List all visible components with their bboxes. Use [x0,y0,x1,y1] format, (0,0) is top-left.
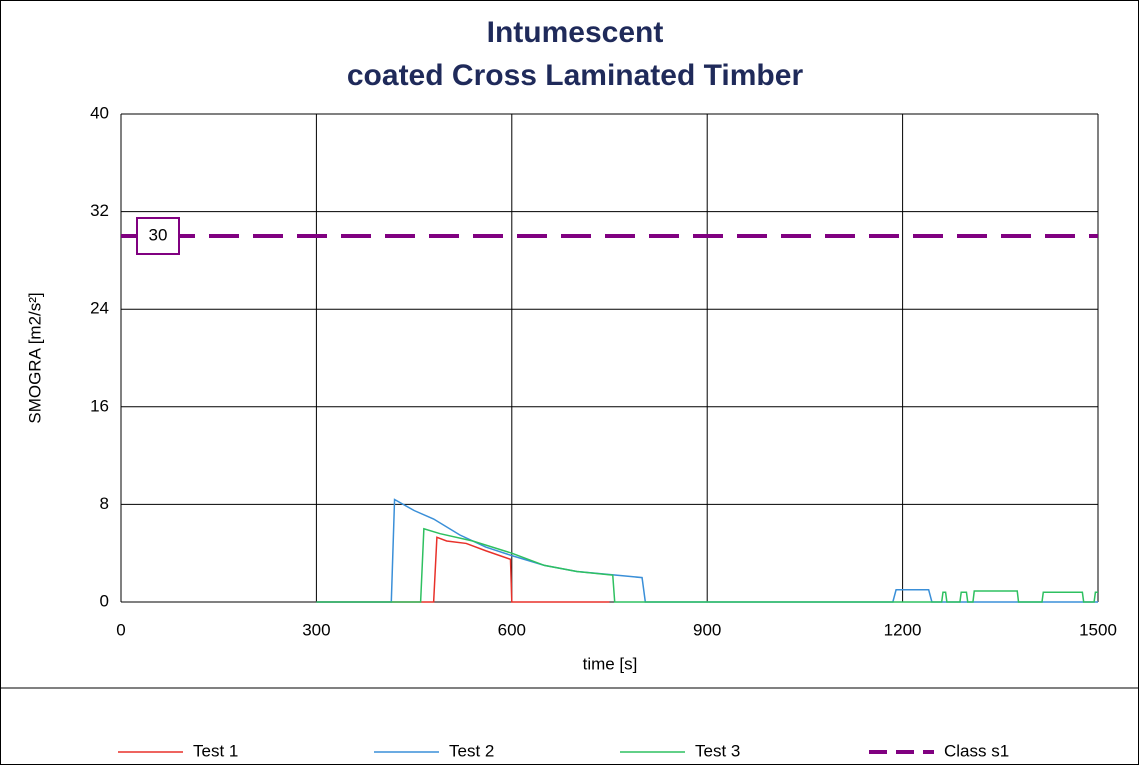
y-tick-label: 40 [90,103,109,122]
chart-title: Intumescent [487,16,664,49]
x-tick-label: 600 [498,620,526,639]
annotation-box [136,217,180,255]
x-tick-label: 1200 [884,620,922,639]
legend-label: Test 3 [695,741,740,760]
series-line [316,527,1098,603]
x-tick-label: 300 [302,620,330,639]
x-axis-label: time [s] [583,654,638,673]
legend-label: Class s1 [944,741,1009,760]
y-tick-label: 0 [100,591,109,610]
legend-label: Test 2 [449,741,494,760]
x-tick-label: 1500 [1079,620,1117,639]
y-tick-label: 32 [90,201,109,220]
x-tick-label: 900 [693,620,721,639]
x-tick-label: 0 [116,620,125,639]
series-line [316,536,610,603]
y-tick-label: 8 [100,494,109,513]
legend-label: Test 1 [193,741,238,760]
chart-title: coated Cross Laminated Timber [347,59,804,92]
y-axis-label: SMOGRA [m2/s²] [25,292,44,423]
annotation: 30 [149,225,168,244]
y-tick-label: 24 [90,299,109,318]
y-tick-label: 16 [90,396,109,415]
